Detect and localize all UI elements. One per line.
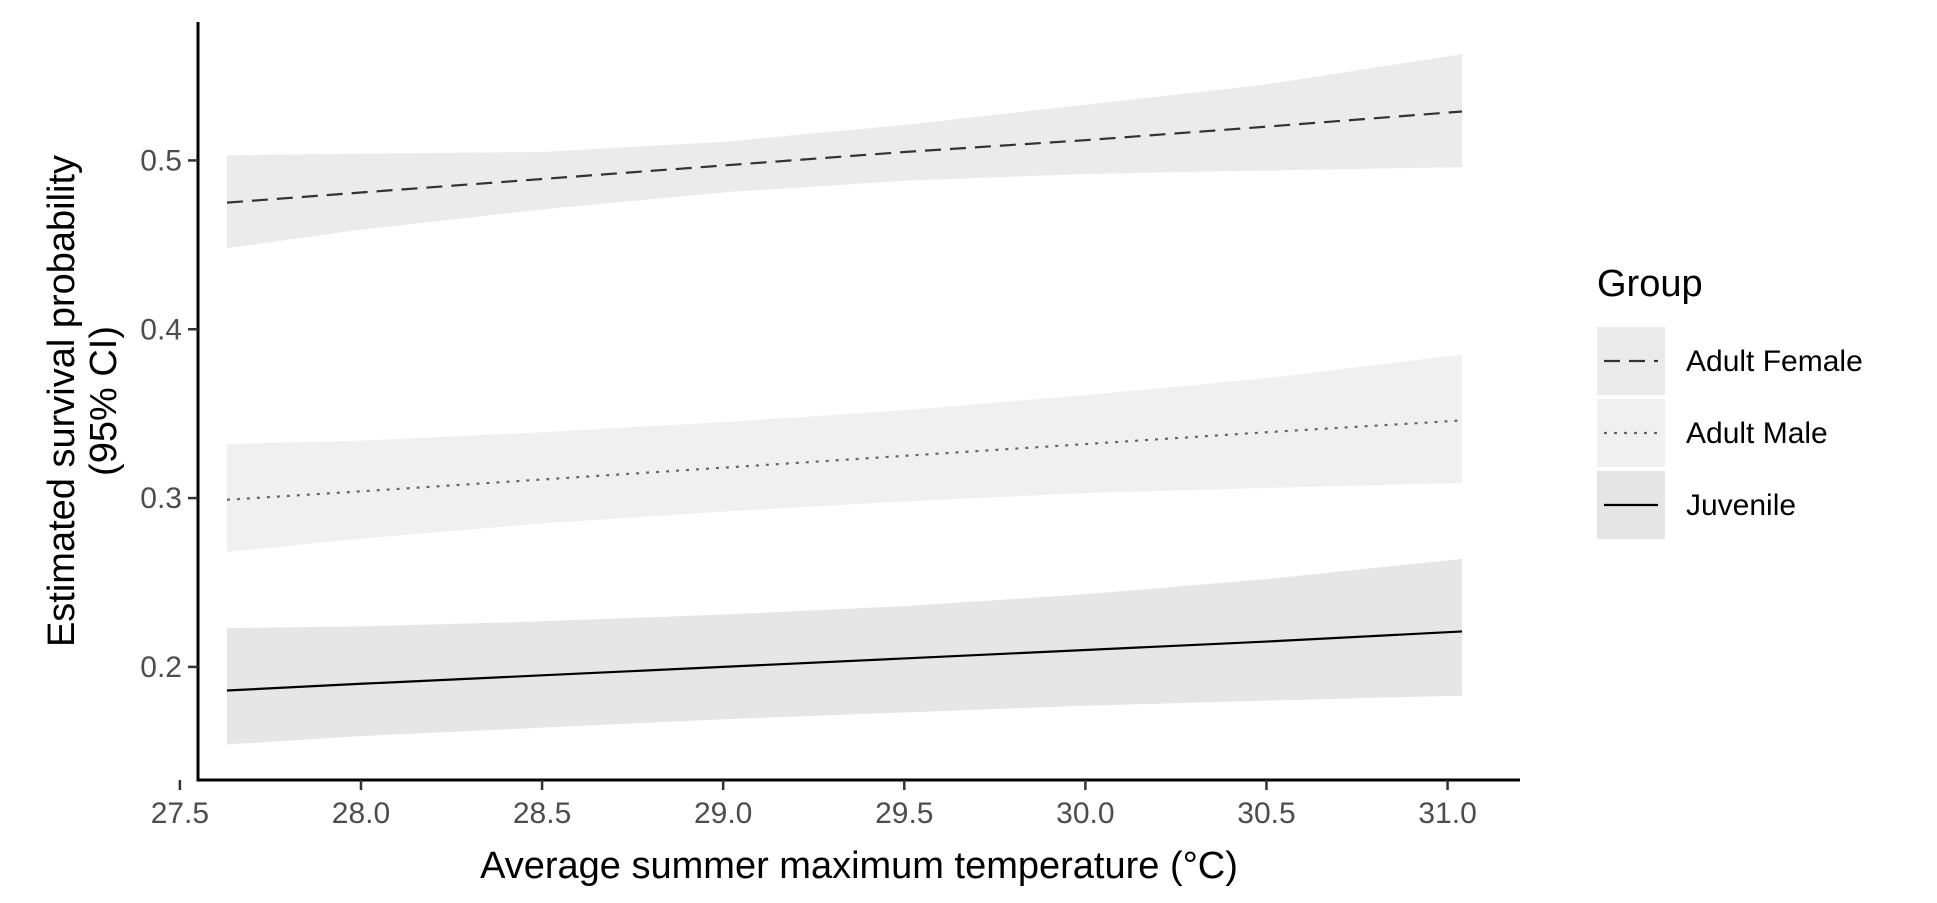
y-axis-title: Estimated survival probability(95% CI) (41, 155, 125, 647)
series-line-juvenile (226, 630, 1463, 692)
y-tick-label: 0.3 (140, 482, 182, 515)
x-axis-ticks: 27.5 28.0 28.5 29.0 29.5 30.0 30.5 31.0 (151, 780, 1477, 830)
x-tick-label: 31.0 (1418, 797, 1476, 830)
y-tick-label: 0.5 (140, 144, 182, 177)
legend-title: Group (1597, 263, 1703, 305)
x-tick-label: 27.5 (151, 797, 209, 830)
x-tick-label: 30.0 (1056, 797, 1114, 830)
series-line-adult-male (226, 419, 1463, 501)
series-line-adult-female (226, 110, 1463, 204)
y-axis-ticks: 0.2 0.3 0.4 0.5 (140, 144, 198, 684)
x-tick-label: 30.5 (1237, 797, 1295, 830)
legend-key-adult-male (1597, 399, 1665, 467)
ci-band-adult-male (226, 354, 1463, 553)
series-lines (226, 110, 1463, 692)
legend: Group Adult Female Adult Male Juvenile (1597, 263, 1863, 539)
ci-bands (226, 54, 1463, 745)
y-axis-title-line: (95% CI) (83, 326, 125, 476)
legend-label-juvenile: Juvenile (1686, 489, 1796, 522)
ci-band-adult-female (226, 54, 1463, 249)
y-tick-label: 0.2 (140, 651, 182, 684)
ci-band-juvenile (226, 558, 1463, 745)
y-tick-label: 0.4 (140, 313, 182, 346)
y-axis-title-text: Estimated survival probability(95% CI) (41, 155, 125, 647)
x-tick-label: 28.0 (332, 797, 390, 830)
y-axis-title-line: Estimated survival probability (41, 155, 83, 647)
x-axis-title: Average summer maximum temperature (°C) (480, 845, 1238, 887)
legend-label-adult-female: Adult Female (1686, 345, 1863, 378)
x-tick-label: 28.5 (513, 797, 571, 830)
x-tick-label: 29.5 (875, 797, 933, 830)
legend-items: Adult Female Adult Male Juvenile (1597, 327, 1863, 539)
legend-label-adult-male: Adult Male (1686, 417, 1828, 450)
x-tick-label: 29.0 (694, 797, 752, 830)
